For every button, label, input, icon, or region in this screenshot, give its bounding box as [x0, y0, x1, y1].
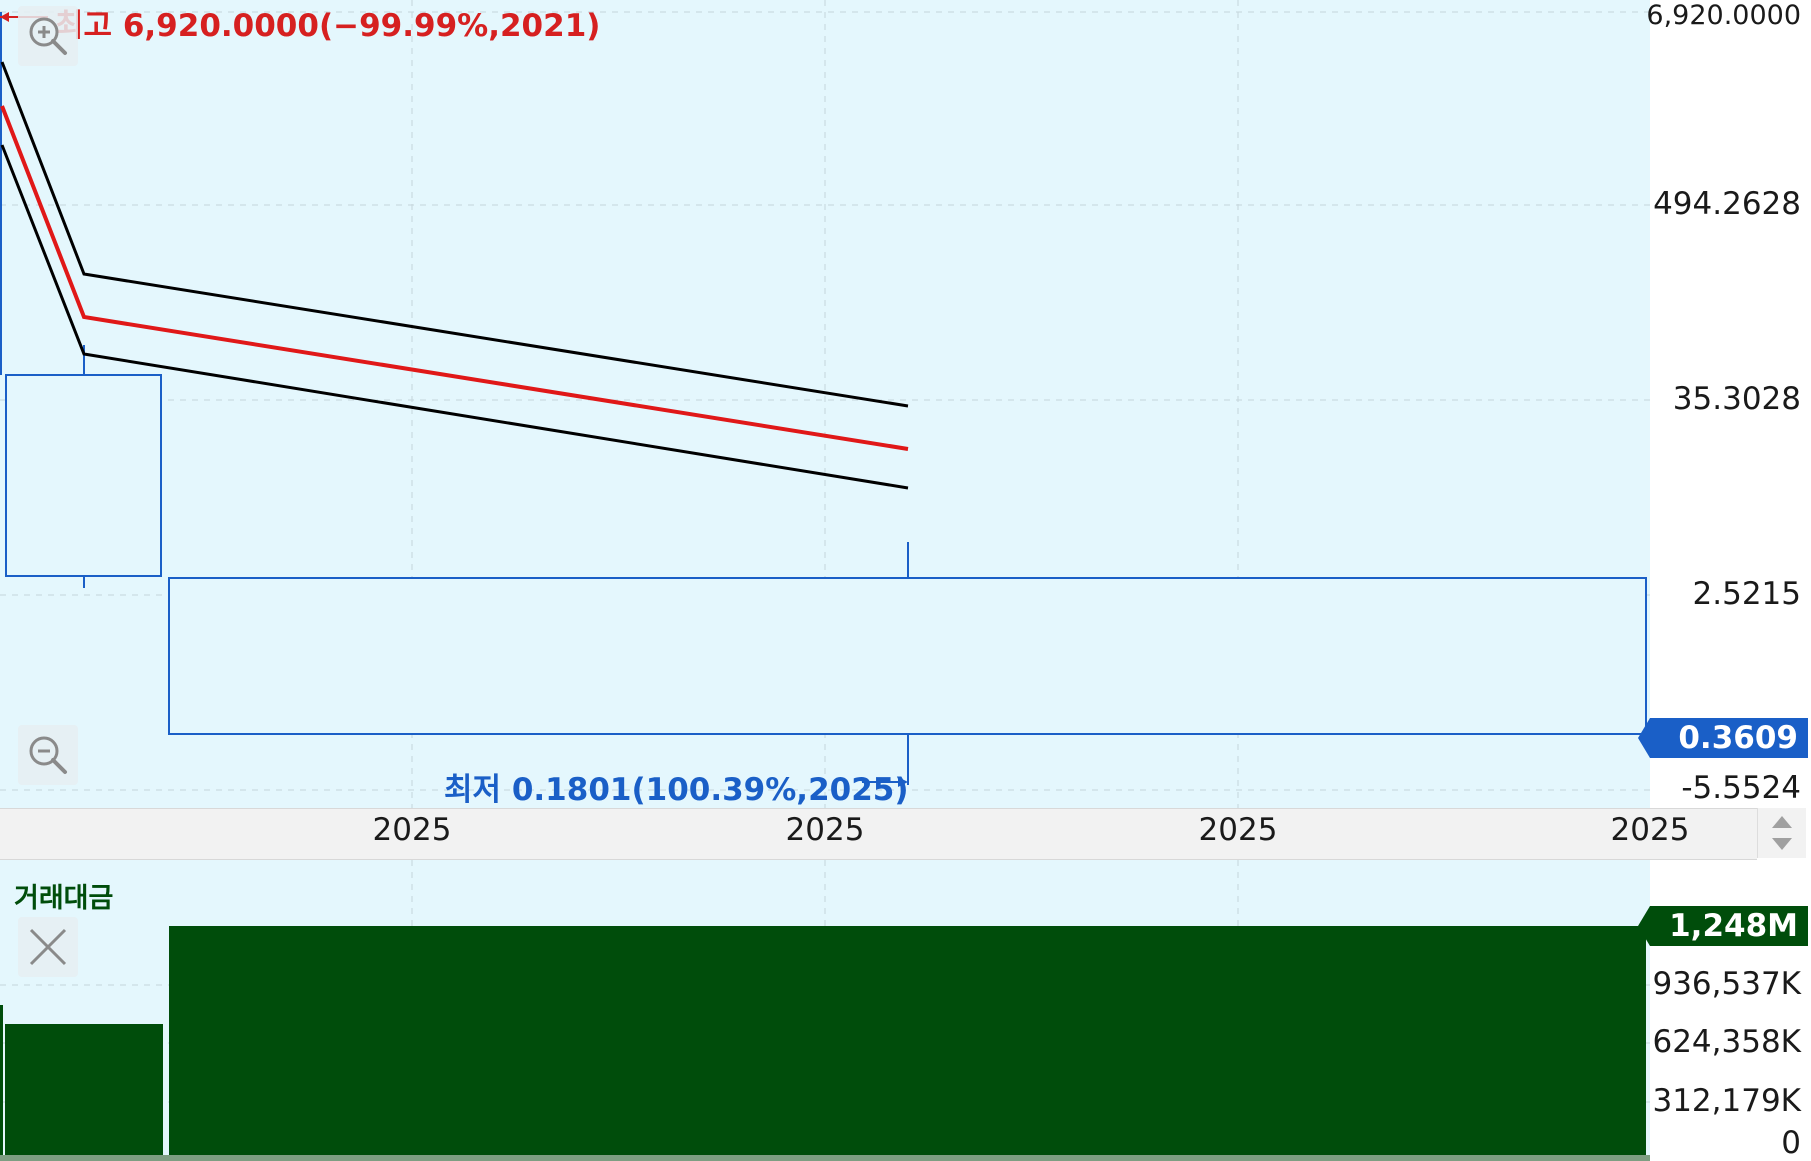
candle-1[interactable] — [5, 345, 162, 588]
volume-y-tick-label: 0 — [1781, 1125, 1801, 1161]
candle-2[interactable] — [168, 542, 1647, 785]
current-volume-value: 1,248M — [1669, 908, 1798, 944]
high-annotation: 최고 6,920.0000(−99.99%,2021) — [55, 8, 601, 44]
volume-grid — [0, 860, 1650, 1161]
up-down-arrows-icon — [1772, 816, 1792, 850]
volume-y-tick-label: 312,179K — [1652, 1083, 1801, 1119]
close-icon — [29, 928, 67, 966]
x-tick-label: 2025 — [785, 812, 865, 848]
axis-scroll-control[interactable] — [1757, 808, 1806, 858]
zoom-out-button[interactable] — [18, 725, 78, 785]
band-lower-line — [0, 144, 909, 490]
close-panel-button[interactable] — [18, 917, 78, 977]
volume-edge-bar — [0, 1005, 3, 1155]
low-annotation: 최저 0.1801(100.39%,2025) — [444, 772, 909, 808]
volume-baseline — [0, 1155, 1650, 1161]
current-volume-badge: 1,248M — [1638, 906, 1808, 946]
current-price-badge: 0.3609 — [1638, 718, 1808, 758]
x-tick-label: 2025 — [1198, 812, 1278, 848]
y-tick-label: 35.3028 — [1672, 381, 1801, 417]
volume-bar-1[interactable] — [5, 1024, 163, 1155]
zoom-in-button[interactable] — [18, 6, 78, 66]
candle-1-body — [5, 374, 162, 577]
current-price-value: 0.3609 — [1678, 720, 1798, 756]
y-tick-label: -5.5524 — [1681, 770, 1801, 806]
volume-panel-title: 거래대금 — [14, 883, 114, 914]
zoom-out-icon — [29, 736, 67, 774]
high-marker-arrowhead — [0, 12, 9, 22]
candle-2-body — [168, 577, 1647, 735]
x-tick-label: 2025 — [1610, 812, 1690, 848]
zoom-in-icon — [29, 17, 67, 55]
volume-y-tick-label: 624,358K — [1652, 1024, 1801, 1060]
volume-y-tick-label: 936,537K — [1652, 966, 1801, 1002]
y-tick-label: 494.2628 — [1653, 186, 1801, 222]
band-upper-line — [0, 61, 909, 408]
low-marker-arrowhead — [898, 777, 908, 787]
x-tick-label: 2025 — [372, 812, 452, 848]
volume-bar-2[interactable] — [169, 926, 1646, 1155]
y-tick-label: 2.5215 — [1692, 576, 1801, 612]
band-middle-line — [0, 105, 909, 451]
x-axis-strip — [0, 808, 1757, 860]
y-tick-label: 6,920.0000 — [1646, 0, 1801, 31]
